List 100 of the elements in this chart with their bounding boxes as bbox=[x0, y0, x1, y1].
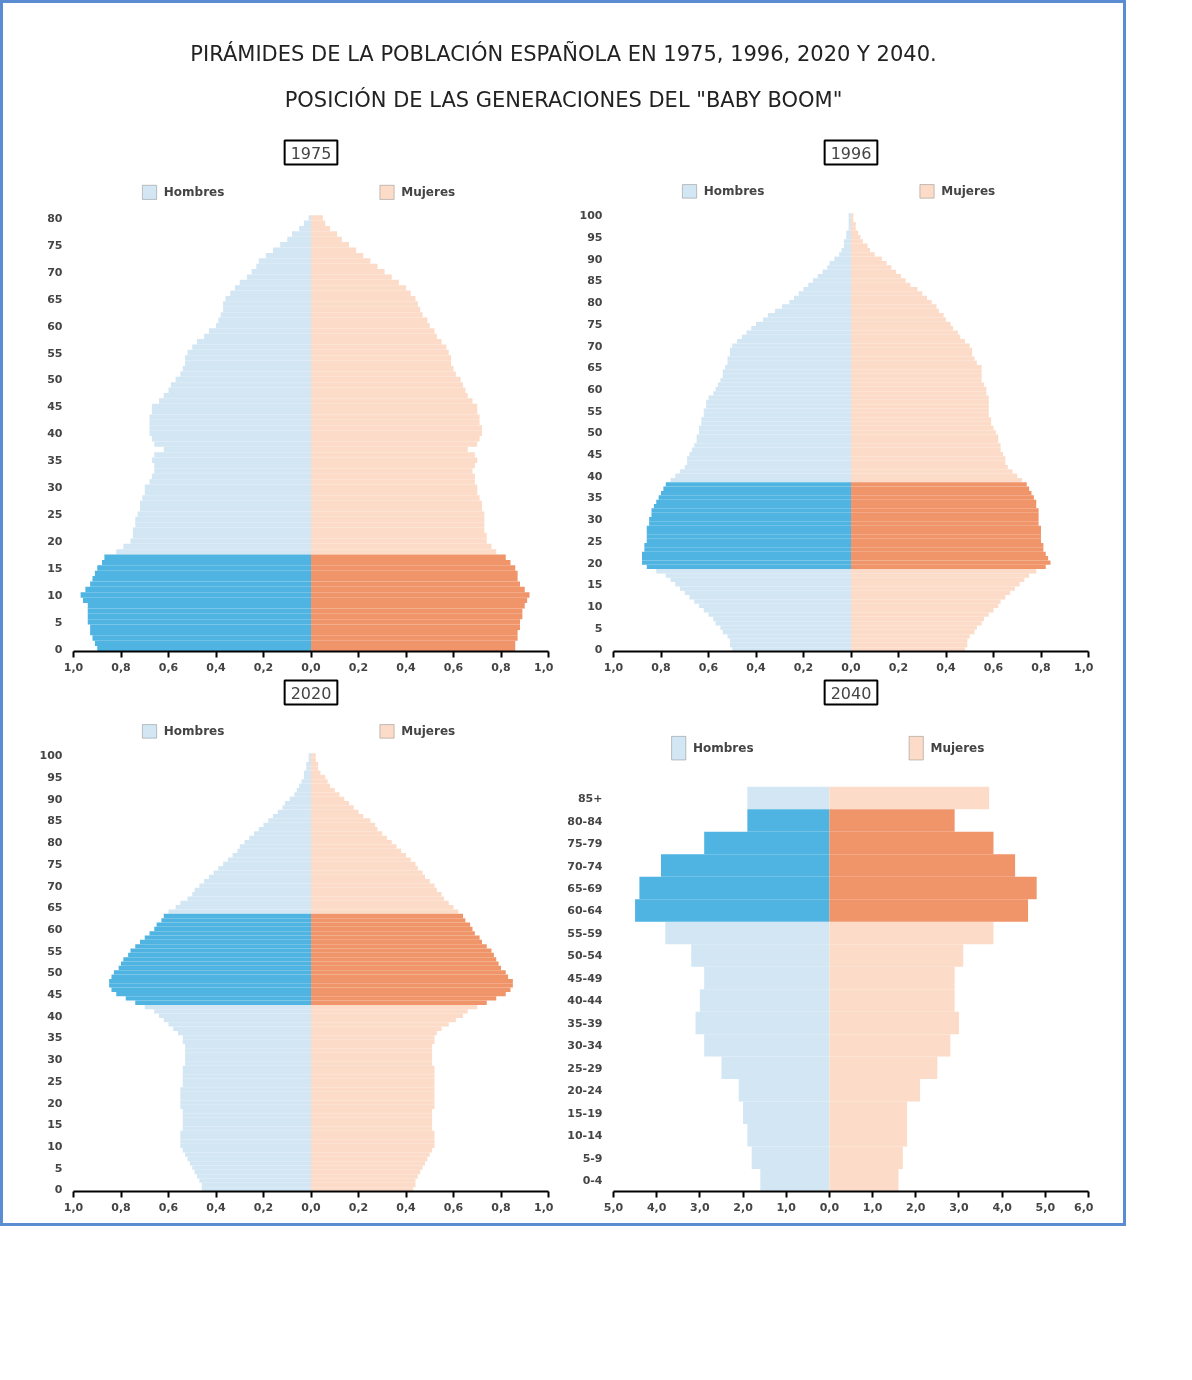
x-tick-label: 0,8 bbox=[111, 1200, 131, 1214]
chart-title: 2020 bbox=[290, 683, 332, 703]
y-tick-label: 55 bbox=[47, 346, 63, 360]
y-tick-label: 5 bbox=[54, 615, 63, 629]
y-tick-label: 50 bbox=[587, 426, 603, 440]
y-tick-label: 5 bbox=[594, 621, 603, 635]
y-tick-label: 0 bbox=[594, 643, 603, 657]
y-tick-label: 60 bbox=[587, 382, 603, 396]
y-tick-label: 80 bbox=[47, 211, 63, 225]
y-tick-label: 25 bbox=[47, 1074, 63, 1088]
y-tick-label: 30-34 bbox=[567, 1039, 603, 1053]
y-tick-label: 0-4 bbox=[582, 1174, 603, 1188]
y-tick-label: 60 bbox=[47, 319, 63, 333]
x-tick-label: 1,0 bbox=[862, 1200, 883, 1214]
y-tick-label: 65-69 bbox=[567, 882, 603, 895]
chart-title: 1996 bbox=[830, 143, 872, 163]
y-tick-label: 0 bbox=[54, 1183, 63, 1197]
x-tick-label: 1,0 bbox=[1074, 660, 1094, 674]
y-tick-label: 25-29 bbox=[567, 1061, 603, 1075]
x-tick-label: 0,6 bbox=[158, 1200, 179, 1214]
x-tick-label: 0,0 bbox=[819, 1200, 840, 1214]
y-tick-label: 100 bbox=[579, 209, 603, 223]
y-tick-label: 80 bbox=[587, 296, 603, 310]
y-tick-label: 15 bbox=[47, 562, 63, 576]
x-tick-label: 0,8 bbox=[111, 660, 131, 674]
y-tick-label: 90 bbox=[47, 792, 63, 806]
y-tick-label: 10 bbox=[47, 588, 63, 602]
text: POSICIÓN DE LAS GENERACIONES DEL "BABY BOOM" bbox=[284, 86, 843, 112]
y-tick-label: 95 bbox=[47, 771, 63, 785]
legend-label: Mujeres bbox=[930, 741, 985, 756]
legend-label: Hombres bbox=[163, 185, 225, 200]
legend-label: Hombres bbox=[692, 741, 754, 756]
y-tick-label: 45 bbox=[47, 400, 63, 414]
y-tick-label: 90 bbox=[587, 252, 603, 266]
x-tick-label: 1,0 bbox=[776, 1200, 797, 1214]
y-tick-label: 20 bbox=[587, 556, 603, 570]
x-tick-label: 1,0 bbox=[63, 1200, 84, 1214]
x-tick-label: 0,0 bbox=[841, 660, 862, 674]
x-tick-label: 0,4 bbox=[206, 660, 227, 674]
x-tick-label: 0,4 bbox=[206, 1200, 227, 1214]
x-tick-label: 0,6 bbox=[698, 660, 719, 674]
y-tick-label: 75-79 bbox=[567, 837, 603, 851]
text: PIRÁMIDES DE LA POBLACIÓN ESPAÑOLA EN 1975, 1996, 2020 Y 2040. bbox=[190, 40, 937, 67]
y-tick-label: 10-14 bbox=[567, 1129, 603, 1143]
y-tick-label: 80-84 bbox=[567, 814, 603, 828]
x-tick-label: 0,4 bbox=[396, 660, 417, 674]
y-tick-label: 40-44 bbox=[567, 994, 603, 1008]
y-tick-label: 65 bbox=[47, 901, 63, 915]
x-tick-label: 4,0 bbox=[646, 1200, 667, 1214]
x-tick-label: 0,6 bbox=[443, 660, 464, 674]
x-tick-label: 1,0 bbox=[534, 1200, 554, 1214]
x-tick-label: 4,0 bbox=[992, 1200, 1013, 1214]
x-tick-label: 5,0 bbox=[1035, 1200, 1056, 1214]
y-tick-label: 60-64 bbox=[567, 904, 603, 918]
y-tick-label: 40 bbox=[47, 1009, 63, 1023]
x-tick-label: 0,6 bbox=[158, 660, 179, 674]
y-tick-label: 15-19 bbox=[567, 1106, 603, 1120]
y-tick-label: 0 bbox=[54, 642, 63, 656]
x-tick-label: 0,8 bbox=[491, 660, 511, 674]
x-tick-label: 0,2 bbox=[888, 660, 909, 674]
y-tick-label: 95 bbox=[587, 231, 603, 245]
x-tick-label: 2,0 bbox=[733, 1200, 754, 1214]
x-tick-label: 0,0 bbox=[301, 1200, 322, 1214]
y-tick-label: 40 bbox=[587, 469, 603, 483]
y-tick-label: 30 bbox=[47, 1053, 63, 1067]
x-tick-label: 0,4 bbox=[936, 660, 957, 674]
x-tick-label: 0,2 bbox=[793, 660, 814, 674]
x-tick-label: 0,2 bbox=[253, 1200, 274, 1214]
x-tick-label: 0,2 bbox=[348, 660, 369, 674]
y-tick-label: 65 bbox=[47, 292, 63, 306]
y-tick-label: 100 bbox=[39, 749, 63, 763]
y-tick-label: 85 bbox=[47, 814, 63, 828]
legend-label: Mujeres bbox=[401, 724, 456, 739]
x-tick-label: 0,8 bbox=[1031, 660, 1051, 674]
y-tick-label: 60 bbox=[47, 922, 63, 936]
y-tick-label: 50 bbox=[47, 373, 63, 387]
y-tick-label: 5 bbox=[54, 1161, 63, 1175]
y-tick-label: 85 bbox=[587, 274, 603, 288]
x-tick-label: 1,0 bbox=[534, 660, 554, 674]
y-tick-label: 75 bbox=[47, 857, 63, 871]
y-tick-label: 70 bbox=[47, 879, 63, 893]
x-tick-label: 0,8 bbox=[651, 660, 671, 674]
y-tick-label: 40 bbox=[47, 427, 63, 441]
y-tick-label: 80 bbox=[47, 836, 63, 850]
chart-title: 2040 bbox=[830, 683, 872, 703]
y-tick-label: 10 bbox=[587, 599, 603, 613]
y-tick-label: 70 bbox=[47, 265, 63, 279]
y-tick-label: 30 bbox=[47, 481, 63, 495]
y-tick-label: 50 bbox=[47, 966, 63, 980]
y-tick-label: 55 bbox=[587, 404, 603, 418]
legend-label: Hombres bbox=[703, 184, 765, 199]
y-tick-label: 45 bbox=[587, 448, 603, 462]
y-tick-label: 20 bbox=[47, 1096, 63, 1110]
legend-label: Mujeres bbox=[941, 184, 996, 199]
x-tick-label: 3,0 bbox=[949, 1200, 970, 1214]
x-tick-label: 0,2 bbox=[348, 1200, 369, 1214]
y-tick-label: 65 bbox=[587, 361, 603, 375]
x-tick-label: 6,0 bbox=[1074, 1200, 1094, 1214]
x-tick-label: 3,0 bbox=[690, 1200, 710, 1214]
y-tick-label: 15 bbox=[47, 1118, 63, 1132]
